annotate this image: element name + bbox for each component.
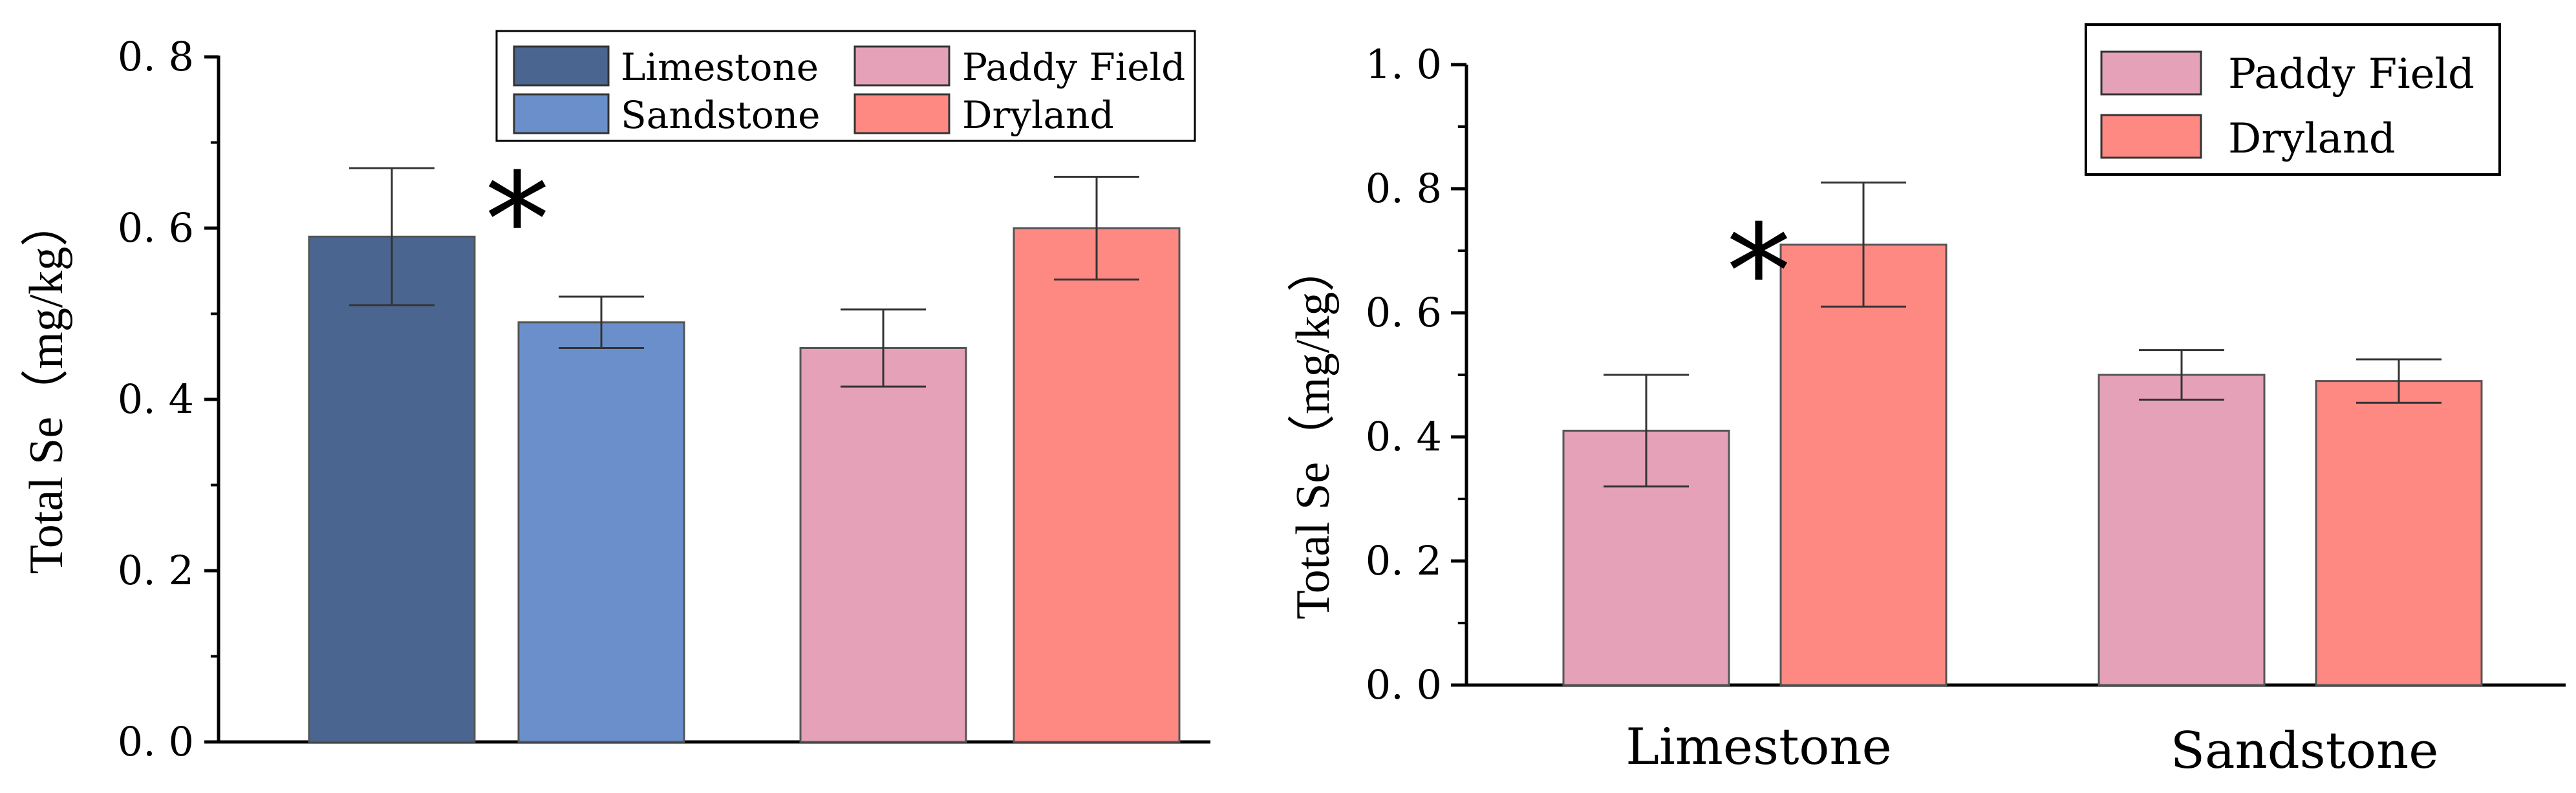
bar-right-limestone-dryland	[1779, 243, 1948, 686]
left-y-tick-label: 0. 6	[118, 204, 194, 251]
bar-left-paddy-field	[799, 347, 967, 743]
right-y-tick-label: 1. 0	[1366, 41, 1442, 88]
left-legend: Limestone Sandstone Paddy Field Dryland	[495, 30, 1196, 142]
right-y-tick-label: 0. 4	[1366, 413, 1442, 460]
left-legend-box	[495, 30, 1196, 142]
left-y-tick-label: 0. 0	[118, 718, 194, 765]
right-y-axis-label: Total Se（mg/kg）	[1287, 244, 1340, 620]
right-y-tick-label: 0. 2	[1366, 537, 1442, 584]
bar-left-dryland	[1013, 227, 1181, 743]
left-legend-label-paddy-field: Paddy Field	[962, 45, 1185, 89]
left-y-tick-label: 0. 2	[118, 547, 194, 594]
left-y-ticks: 0. 0 0. 2 0. 4 0. 6 0. 8	[118, 33, 219, 765]
bar-right-sandstone-dryland	[2315, 380, 2483, 686]
bar-left-limestone	[308, 235, 476, 743]
right-y-tick-label: 0. 0	[1366, 661, 1442, 708]
left-y-tick-label: 0. 8	[118, 33, 194, 80]
left-y-axis-label: Total Se（mg/kg）	[20, 199, 73, 575]
left-legend-label-limestone: Limestone	[621, 45, 819, 89]
left-bars	[308, 167, 1181, 743]
right-y-tick-label: 0. 6	[1366, 289, 1442, 336]
right-significance-star: *	[1726, 197, 1791, 348]
right-y-ticks: 0. 0 0. 2 0. 4 0. 6 0. 8 1. 0	[1366, 41, 1466, 708]
left-legend-label-sandstone: Sandstone	[621, 93, 820, 137]
bar-left-sandstone	[517, 321, 685, 743]
right-y-tick-label: 0. 8	[1366, 165, 1442, 212]
right-legend-swatch-paddy-field	[2100, 50, 2202, 96]
right-legend-label-paddy-field: Paddy Field	[2228, 50, 2474, 98]
left-legend-swatch-dryland	[853, 93, 950, 134]
left-legend-label-dryland: Dryland	[962, 93, 1114, 137]
left-y-tick-label: 0. 4	[118, 375, 194, 423]
right-legend-label-dryland: Dryland	[2228, 115, 2396, 163]
right-chart: Total Se（mg/kg） 0. 0 0. 2 0. 4 0. 6 0. 8 1. 0…	[1287, 23, 2566, 780]
right-x-tick-sandstone: Sandstone	[2171, 722, 2439, 780]
right-x-tick-limestone: Limestone	[1626, 718, 1892, 776]
right-bars	[1562, 181, 2483, 686]
left-significance-star: *	[485, 145, 550, 296]
left-chart: Total Se（mg/kg） 0. 0 0. 2 0. 4 0. 6 0. 8 * L…	[20, 30, 1210, 765]
left-legend-swatch-sandstone	[513, 93, 610, 134]
left-legend-swatch-limestone	[513, 45, 610, 87]
right-legend-swatch-dryland	[2100, 114, 2202, 159]
bar-right-sandstone-paddy-field	[2098, 374, 2266, 686]
right-legend: Paddy Field Dryland	[2085, 23, 2501, 176]
left-legend-swatch-paddy-field	[853, 45, 950, 87]
